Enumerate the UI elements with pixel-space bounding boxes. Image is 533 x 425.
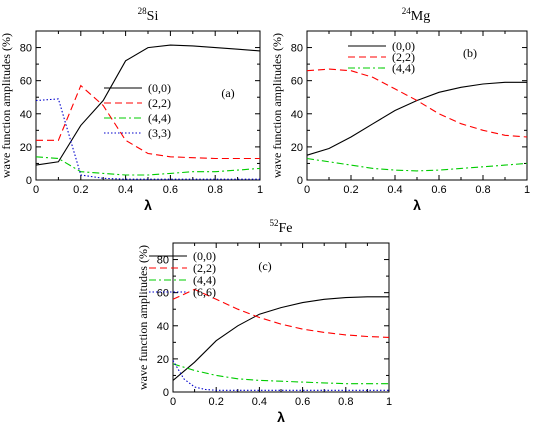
y-tick-label: 80 — [20, 43, 32, 55]
series-line-00 — [172, 296, 389, 381]
y-axis-label: wave function amplitudes (%) — [270, 33, 284, 178]
panel-tag: (c) — [258, 259, 271, 273]
y-tick-label: 40 — [20, 109, 32, 121]
x-tick-label: 0 — [304, 184, 310, 196]
series-line-22 — [36, 84, 260, 160]
x-tick-label: 0 — [170, 396, 176, 408]
title-element: Mg — [411, 9, 430, 24]
x-tick-label: 0.8 — [208, 184, 223, 196]
legend-label: (6,6) — [193, 285, 216, 299]
x-tick-label: 0.2 — [73, 184, 88, 196]
x-tick-label: 0.6 — [431, 184, 446, 196]
legend-label: (4,4) — [392, 61, 415, 75]
y-tick-label: 40 — [291, 109, 303, 121]
y-tick-label: 20 — [291, 142, 303, 154]
x-tick-label: 1 — [524, 184, 530, 196]
legend-label: (0,0) — [392, 39, 415, 53]
series-line-66 — [172, 360, 389, 391]
title-superscript: 28 — [138, 6, 148, 16]
panel-0: 0 0.2 0.4 0.6 0.8 1 0 20 40 60 80 λ wave function am… — [0, 6, 263, 213]
legend-label: (3,3) — [148, 126, 171, 140]
legend-label: (4,4) — [193, 273, 216, 287]
series-line-22 — [172, 288, 390, 338]
title-superscript: 24 — [402, 6, 412, 16]
y-tick-label: 0 — [163, 387, 169, 399]
y-tick-label: 0 — [26, 175, 32, 187]
panel-title: 52Fe — [270, 218, 293, 236]
legend-label: (0,0) — [193, 249, 216, 263]
y-axis-label: wave function amplitudes (%) — [136, 245, 150, 390]
y-tick-label: 80 — [291, 43, 303, 55]
x-tick-label: 0 — [33, 184, 39, 196]
x-tick-label: 1 — [386, 396, 392, 408]
panel-title: 24Mg — [402, 6, 430, 24]
legend-label: (0,0) — [148, 81, 171, 95]
x-tick-label: 1 — [257, 184, 263, 196]
y-tick-label: 60 — [157, 288, 169, 300]
series-line-22 — [306, 68, 528, 138]
y-tick-label: 80 — [157, 255, 169, 267]
series-line-00 — [35, 44, 261, 166]
series-line-00 — [306, 81, 527, 156]
x-axis-label: λ — [413, 197, 421, 213]
x-tick-label: 0.8 — [475, 184, 490, 196]
title-element: Fe — [279, 221, 293, 236]
x-tick-label: 0.4 — [252, 396, 267, 408]
legend-label: (2,2) — [148, 96, 171, 110]
y-tick-label: 20 — [20, 142, 32, 154]
x-tick-label: 0.4 — [118, 184, 133, 196]
title-element: Si — [147, 9, 159, 24]
legend-label: (2,2) — [193, 261, 216, 275]
x-tick-label: 0.6 — [295, 396, 310, 408]
y-axis-label: wave function amplitudes (%) — [0, 33, 13, 178]
panel-tag: (a) — [221, 86, 234, 100]
x-tick-label: 0.8 — [338, 396, 353, 408]
panel-2: 0 0.2 0.4 0.6 0.8 1 0 20 40 60 80 λ wave function am… — [136, 218, 392, 425]
y-tick-label: 60 — [20, 76, 32, 88]
y-tick-label: 60 — [291, 76, 303, 88]
y-tick-label: 0 — [297, 175, 303, 187]
series-line-44 — [35, 156, 261, 176]
series-line-44 — [306, 157, 528, 172]
y-tick-label: 40 — [157, 321, 169, 333]
panel-tag: (b) — [463, 46, 477, 60]
plot-frame — [306, 30, 528, 181]
panel-title: 28Si — [138, 6, 159, 24]
x-tick-label: 0.2 — [343, 184, 358, 196]
x-axis-label: λ — [144, 197, 152, 213]
x-tick-label: 0.4 — [387, 184, 402, 196]
title-superscript: 52 — [270, 218, 279, 228]
panel-1: 0 0.2 0.4 0.6 0.8 1 0 20 40 60 80 λ wave function am… — [270, 6, 530, 213]
y-tick-label: 20 — [157, 354, 169, 366]
series-line-33 — [35, 98, 260, 180]
x-tick-label: 0.2 — [209, 396, 224, 408]
legend-label: (4,4) — [148, 111, 171, 125]
x-tick-label: 0.6 — [163, 184, 178, 196]
series-line-44 — [172, 363, 389, 385]
x-axis-label: λ — [277, 409, 285, 425]
legend-label: (2,2) — [392, 50, 415, 64]
